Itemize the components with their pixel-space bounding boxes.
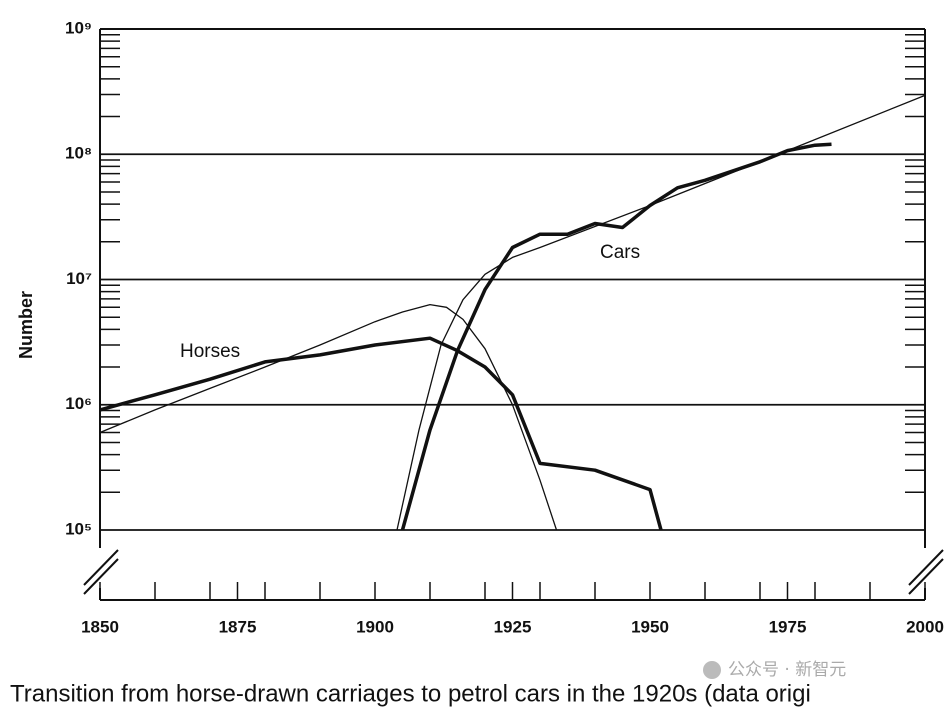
series-line: [99, 303, 558, 531]
series-line: [99, 336, 663, 531]
x-tick-label: 1975: [769, 617, 807, 636]
axis-break: [908, 558, 944, 595]
x-tick-label: 2000: [906, 617, 944, 636]
series-line: [396, 94, 926, 531]
y-tick-label: 10⁷: [66, 269, 92, 288]
x-tick-label: 1850: [81, 617, 119, 636]
caption: Transition from horse-drawn carriages to…: [10, 680, 811, 707]
axis-break: [83, 558, 119, 595]
x-tick-label: 1925: [494, 617, 532, 636]
axis-break: [908, 549, 944, 586]
axis-break: [83, 549, 119, 586]
x-tick-label: 1950: [631, 617, 669, 636]
watermark: 公众号 · 新智元: [703, 660, 846, 680]
x-tick-label: 1900: [356, 617, 394, 636]
x-tick-label: 1875: [219, 617, 257, 636]
y-tick-label: 10⁶: [65, 394, 92, 413]
watermark-icon: [703, 661, 721, 679]
y-tick-label: 10⁹: [65, 18, 92, 37]
y-tick-label: 10⁸: [65, 144, 92, 163]
watermark-text: 公众号 · 新智元: [728, 660, 846, 680]
series-label: Cars: [600, 242, 640, 263]
series-label: Horses: [180, 341, 240, 362]
y-axis-label: Number: [16, 291, 36, 359]
y-tick-label: 10⁵: [65, 519, 92, 538]
